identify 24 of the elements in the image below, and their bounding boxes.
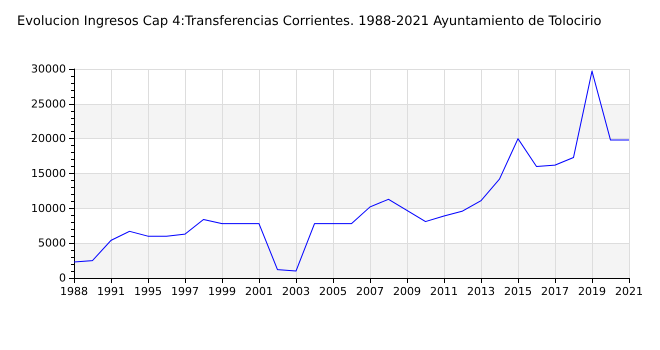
y-tick-label: 20000 — [31, 132, 66, 146]
y-tick-label: 15000 — [31, 167, 66, 180]
x-tick-label: 2009 — [393, 285, 421, 298]
chart-title: Evolucion Ingresos Cap 4:Transferencias Corrientes. 1988-2021 Ayuntamiento de Tolocirio — [17, 14, 602, 29]
x-tick-label: 2011 — [430, 285, 458, 298]
y-tick-label: 5000 — [38, 236, 66, 250]
y-tick-label: 30000 — [31, 62, 66, 76]
x-tick-label: 1997 — [171, 285, 199, 298]
y-tick-label: 10000 — [31, 202, 66, 215]
x-tick-label: 2015 — [504, 285, 532, 298]
x-tick-label: 2019 — [578, 285, 606, 298]
x-tick-label: 2013 — [467, 285, 495, 298]
x-tick-label: 2003 — [282, 285, 310, 298]
x-tick-label: 2007 — [356, 285, 384, 298]
y-tick-label: 0 — [59, 272, 66, 284]
x-tick-label: 1988 — [60, 285, 88, 298]
x-tick-label: 1995 — [134, 285, 162, 298]
x-tick-label: 2001 — [245, 285, 273, 298]
x-tick-label: 2005 — [319, 285, 347, 298]
x-tick-label: 1999 — [208, 285, 236, 298]
x-tick-label: 2021 — [615, 285, 643, 298]
x-tick-label: 1991 — [97, 285, 125, 298]
y-tick-label: 25000 — [31, 97, 66, 110]
x-tick-label: 2017 — [541, 285, 569, 298]
